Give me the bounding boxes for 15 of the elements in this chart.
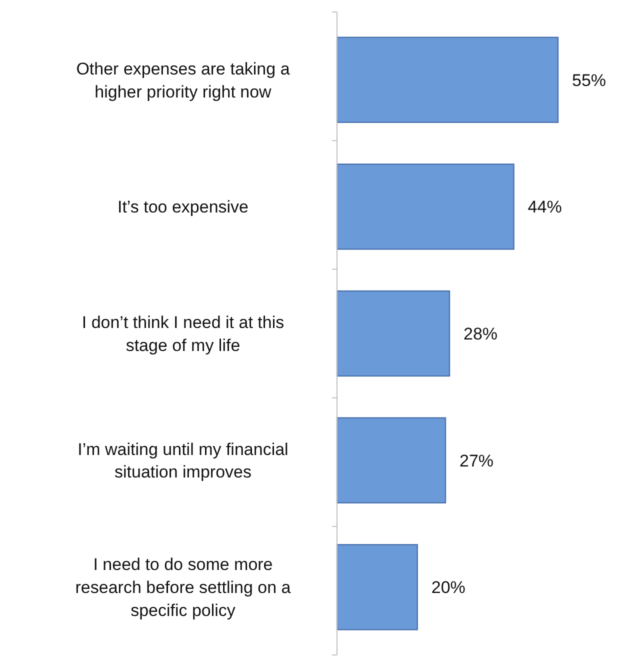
data-label: 20% <box>431 578 466 598</box>
bar <box>336 164 514 250</box>
data-label: 27% <box>459 451 494 470</box>
y-tick-label: Other expenses are taking a higher priority right now <box>76 59 290 102</box>
data-label: 55% <box>572 70 606 90</box>
y-tick-label: It’s too expensive <box>117 198 249 217</box>
bar <box>336 290 450 377</box>
y-tick-label: I don’t think I need it at this stage of my life <box>82 312 284 355</box>
data-label: 44% <box>528 198 562 217</box>
y-tick-label: I need to do some more research before settling on a specific policy <box>75 555 292 620</box>
data-label: 28% <box>464 324 498 344</box>
bar <box>336 36 559 123</box>
y-tick-label: I’m waiting until my financial situation improves <box>78 440 288 482</box>
bar <box>336 544 418 630</box>
bar <box>336 417 446 504</box>
